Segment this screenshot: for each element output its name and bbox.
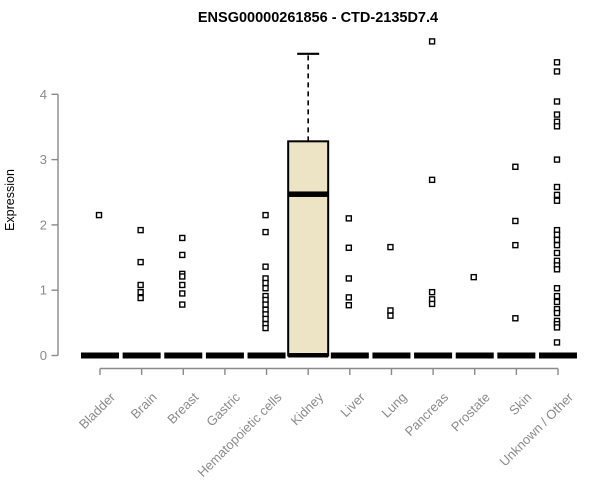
outlier-point-liver — [345, 294, 353, 301]
outlier-point-unknown-other — [553, 292, 561, 300]
outlier-point-hematopoietic-cells — [262, 285, 269, 292]
x-tick-label-skin: Skin — [506, 390, 534, 418]
zero-median-bar-liver — [330, 352, 369, 359]
outlier-point-prostate — [470, 273, 477, 281]
zero-median-bar-hematopoietic-cells — [247, 352, 286, 359]
y-tick-label: 3 — [40, 152, 47, 167]
outlier-point-skin — [512, 217, 519, 225]
x-tick-label-gastric: Gastric — [203, 389, 243, 429]
outlier-point-brain — [137, 288, 144, 296]
outlier-point-skin — [512, 163, 519, 170]
outlier-point-lung — [387, 312, 394, 319]
chart-title: ENSG00000261856 - CTD-2135D7.4 — [198, 10, 438, 26]
outlier-point-breast — [179, 251, 186, 259]
outlier-point-lung — [387, 243, 394, 251]
outlier-point-liver — [345, 215, 353, 222]
x-tick-label-lung: Lung — [379, 390, 410, 421]
x-tick-label-prostate: Prostate — [448, 390, 493, 435]
y-tick-label: 4 — [40, 87, 47, 102]
y-tick-label: 0 — [40, 348, 47, 363]
outlier-point-skin — [512, 241, 519, 249]
outlier-point-unknown-other — [553, 324, 561, 331]
x-tick-label-kidney: Kidney — [288, 389, 327, 428]
kidney-lower-edge — [288, 353, 329, 358]
zero-median-bar-gastric — [205, 352, 244, 359]
outlier-point-hematopoietic-cells — [262, 263, 269, 270]
zero-median-bar-breast — [164, 352, 203, 359]
zero-median-bar-unknown-other — [539, 352, 577, 359]
outlier-point-unknown-other — [553, 309, 561, 317]
outlier-point-unknown-other — [553, 111, 561, 118]
x-tick-label-breast: Breast — [164, 389, 201, 426]
outlier-point-liver — [345, 244, 353, 251]
outlier-point-unknown-other — [553, 191, 561, 199]
outlier-point-unknown-other — [553, 249, 561, 257]
outlier-point-unknown-other — [553, 183, 561, 191]
outlier-point-pancreas — [428, 300, 436, 308]
outlier-point-unknown-other — [553, 285, 561, 292]
x-tick-label-pancreas: Pancreas — [402, 389, 452, 439]
outlier-point-hematopoietic-cells — [262, 211, 269, 219]
outlier-point-lung — [387, 307, 394, 314]
outlier-point-unknown-other — [553, 156, 561, 163]
outlier-point-hematopoietic-cells — [262, 324, 269, 332]
outlier-point-unknown-other — [553, 68, 561, 75]
zero-median-bar-prostate — [455, 352, 494, 359]
outlier-point-brain — [137, 258, 144, 266]
outlier-point-unknown-other — [553, 59, 561, 66]
y-axis-title: Expression — [3, 169, 17, 231]
outlier-point-unknown-other — [553, 197, 561, 204]
outlier-point-breast — [179, 281, 186, 289]
x-tick-label-liver: Liver — [337, 389, 368, 420]
outlier-point-breast — [179, 234, 186, 242]
outlier-point-brain — [137, 226, 144, 234]
outlier-point-breast — [179, 290, 186, 297]
outlier-point-hematopoietic-cells — [262, 301, 269, 308]
outlier-point-breast — [179, 273, 186, 280]
outlier-point-pancreas — [428, 288, 436, 296]
outlier-point-unknown-other — [553, 231, 561, 238]
kidney-median-line — [288, 191, 329, 197]
outlier-point-hematopoietic-cells — [262, 315, 269, 323]
outlier-point-breast — [179, 301, 186, 308]
outlier-point-unknown-other — [553, 266, 561, 273]
outlier-point-skin — [512, 315, 519, 322]
y-tick-label: 2 — [40, 217, 47, 232]
outlier-point-liver — [345, 302, 353, 309]
x-tick-label-unknown-other: Unknown / Other — [497, 389, 577, 469]
kidney-box — [287, 140, 330, 357]
x-tick-label-bladder: Bladder — [76, 389, 119, 432]
outlier-point-brain — [137, 281, 144, 289]
outlier-point-unknown-other — [553, 298, 561, 306]
y-tick-label: 1 — [40, 283, 47, 298]
zero-median-bar-lung — [372, 352, 411, 359]
outlier-point-bladder — [95, 211, 103, 219]
outlier-point-unknown-other — [553, 339, 561, 346]
outlier-point-unknown-other — [553, 236, 561, 244]
x-tick-label-brain: Brain — [128, 390, 160, 422]
zero-median-bar-bladder — [81, 352, 119, 359]
outlier-point-unknown-other — [553, 241, 561, 249]
zero-median-bar-brain — [122, 352, 161, 359]
outlier-point-liver — [345, 275, 353, 282]
outlier-point-hematopoietic-cells — [262, 228, 269, 236]
outlier-point-pancreas — [428, 38, 436, 45]
outlier-point-pancreas — [428, 176, 436, 184]
zero-median-bar-skin — [497, 352, 536, 359]
outlier-point-brain — [137, 294, 144, 302]
outlier-point-unknown-other — [553, 123, 561, 130]
outlier-point-hematopoietic-cells — [262, 279, 269, 287]
outlier-point-unknown-other — [553, 98, 561, 105]
zero-median-bar-pancreas — [414, 352, 453, 359]
